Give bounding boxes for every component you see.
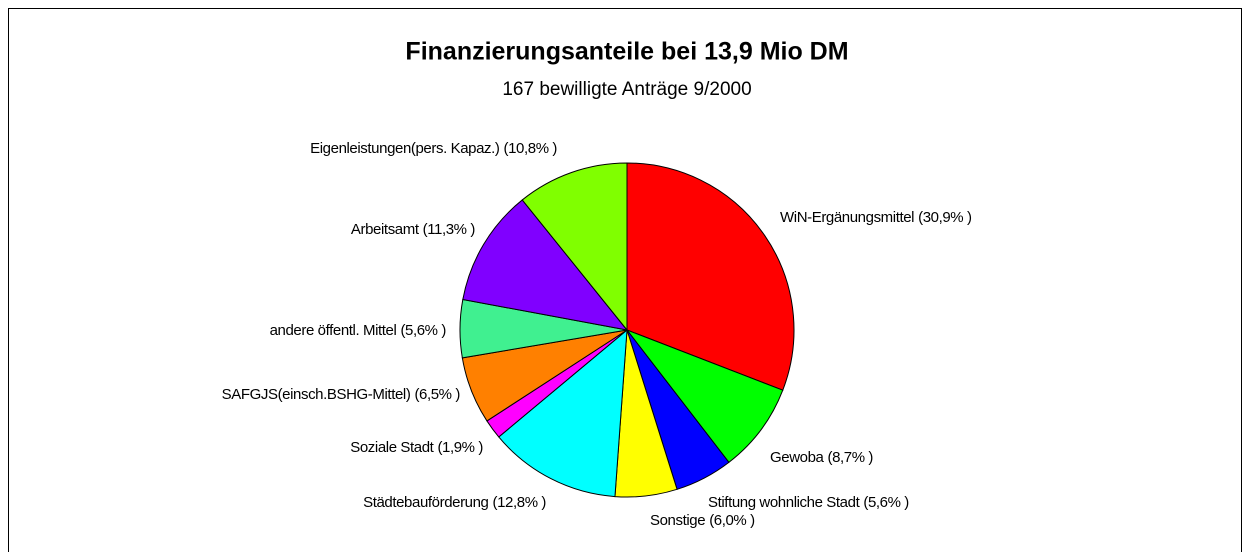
slice-name: Soziale Stadt	[350, 439, 434, 456]
slice-label: Gewoba (8,7% )	[770, 449, 873, 466]
pie-slice	[521, 162, 628, 332]
chart-subtitle: 167 bewilligte Anträge 9/2000	[502, 79, 751, 100]
slice-value-label: (11,3% )	[423, 221, 476, 238]
slice-name: Stiftung wohnliche Stadt	[708, 494, 861, 511]
slice-value-label: (30,9% )	[918, 209, 972, 226]
slice-value-label: (1,9% )	[437, 439, 483, 456]
slice-name: Arbeitsamt	[351, 221, 420, 238]
slice-value-label: (6,0% )	[709, 512, 755, 529]
slice-label: Städtebauförderung (12,8% )	[363, 494, 546, 511]
slice-value-label: (5,6% )	[400, 322, 446, 339]
pie-slice	[626, 162, 795, 391]
slice-label: Sonstige (6,0% )	[650, 512, 755, 529]
slice-name: Sonstige	[650, 512, 705, 529]
slice-label: Soziale Stadt (1,9% )	[350, 439, 483, 456]
slice-label: andere öffentl. Mittel (5,6% )	[270, 322, 447, 339]
slice-value-label: (5,6% )	[863, 494, 909, 511]
pie-slice	[625, 328, 784, 464]
slice-name: Eigenleistungen(pers. Kapaz.)	[310, 140, 500, 157]
slice-label: WiN-Ergänungsmittel (30,9% )	[780, 209, 972, 226]
slice-label: SAFGJS(einsch.BSHG-Mittel) (6,5% )	[222, 386, 461, 403]
slice-value-label: (6,5% )	[414, 386, 460, 403]
slice-name: WiN-Ergänungsmittel	[780, 209, 914, 226]
slice-name: Städtebauförderung	[363, 494, 488, 511]
pie-slice	[462, 199, 629, 331]
slice-value-label: (8,7% )	[827, 449, 873, 466]
chart-title: Finanzierungsanteile bei 13,9 Mio DM	[405, 38, 848, 66]
slice-name: andere öffentl. Mittel	[270, 322, 397, 339]
slice-value-label: (12,8% )	[493, 494, 547, 511]
slice-value-label: (10,8% )	[504, 140, 558, 157]
pie-slice	[498, 328, 628, 498]
slice-name: SAFGJS(einsch.BSHG-Mittel)	[222, 386, 411, 403]
slice-label: Arbeitsamt (11,3% )	[351, 221, 475, 238]
slice-label: Stiftung wohnliche Stadt (5,6% )	[708, 494, 909, 511]
slice-name: Gewoba	[770, 449, 825, 466]
slice-label: Eigenleistungen(pers. Kapaz.) (10,8% )	[310, 140, 557, 157]
